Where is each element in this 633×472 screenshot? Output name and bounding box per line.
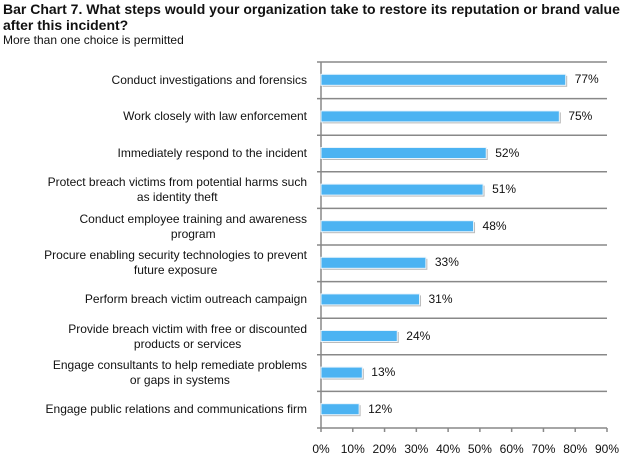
bar (320, 366, 363, 379)
bar (320, 220, 475, 233)
x-tick-label: 40% (436, 442, 461, 456)
bar (320, 293, 421, 306)
bar (320, 110, 560, 123)
category-label: Immediately respond to the incident (117, 146, 307, 160)
category-label: Work closely with law enforcement (123, 109, 307, 124)
category-label: Conduct employee training and awareness p… (79, 211, 307, 241)
x-tick-label: 10% (340, 442, 365, 456)
bar (320, 330, 398, 342)
chart-title: Bar Chart 7. What steps would your organ… (3, 1, 620, 33)
value-label: 33% (434, 255, 459, 270)
x-tick-label: 70% (531, 442, 556, 456)
x-tick-label: 30% (404, 442, 429, 456)
value-label: 48% (482, 218, 507, 233)
value-label: 24% (406, 328, 431, 343)
x-tick-label: 90% (594, 442, 620, 456)
value-label: 51% (492, 182, 517, 197)
chart-subtitle: More than one choice is permitted (3, 33, 184, 47)
x-tick-label: 0% (312, 442, 330, 456)
x-tick-label: 80% (563, 442, 588, 456)
bar (320, 183, 484, 196)
x-tick-label: 50% (467, 442, 492, 456)
x-tick-label: 60% (499, 442, 524, 456)
value-label: 12% (368, 401, 393, 416)
category-label: Provide breach victim with free or disco… (68, 321, 307, 351)
category-label: Procure enabling security technologies t… (44, 248, 307, 278)
category-label: Engage consultants to help remediate pro… (52, 358, 307, 388)
category-label: Engage public relations and communicatio… (45, 402, 307, 417)
x-tick-label: 20% (372, 442, 397, 456)
bar (320, 403, 360, 416)
value-label: 77% (574, 72, 599, 87)
value-label: 31% (428, 291, 453, 306)
value-label: 13% (371, 365, 396, 380)
category-label: Conduct investigations and forensics (111, 72, 307, 87)
category-label: Protect breach victims from potential ha… (47, 175, 307, 205)
bar (320, 147, 487, 159)
value-label: 52% (495, 145, 520, 160)
value-label: 75% (568, 108, 593, 123)
bar (320, 256, 427, 269)
category-label: Perform breach victim outreach campaign (84, 292, 307, 307)
bar (320, 73, 567, 86)
